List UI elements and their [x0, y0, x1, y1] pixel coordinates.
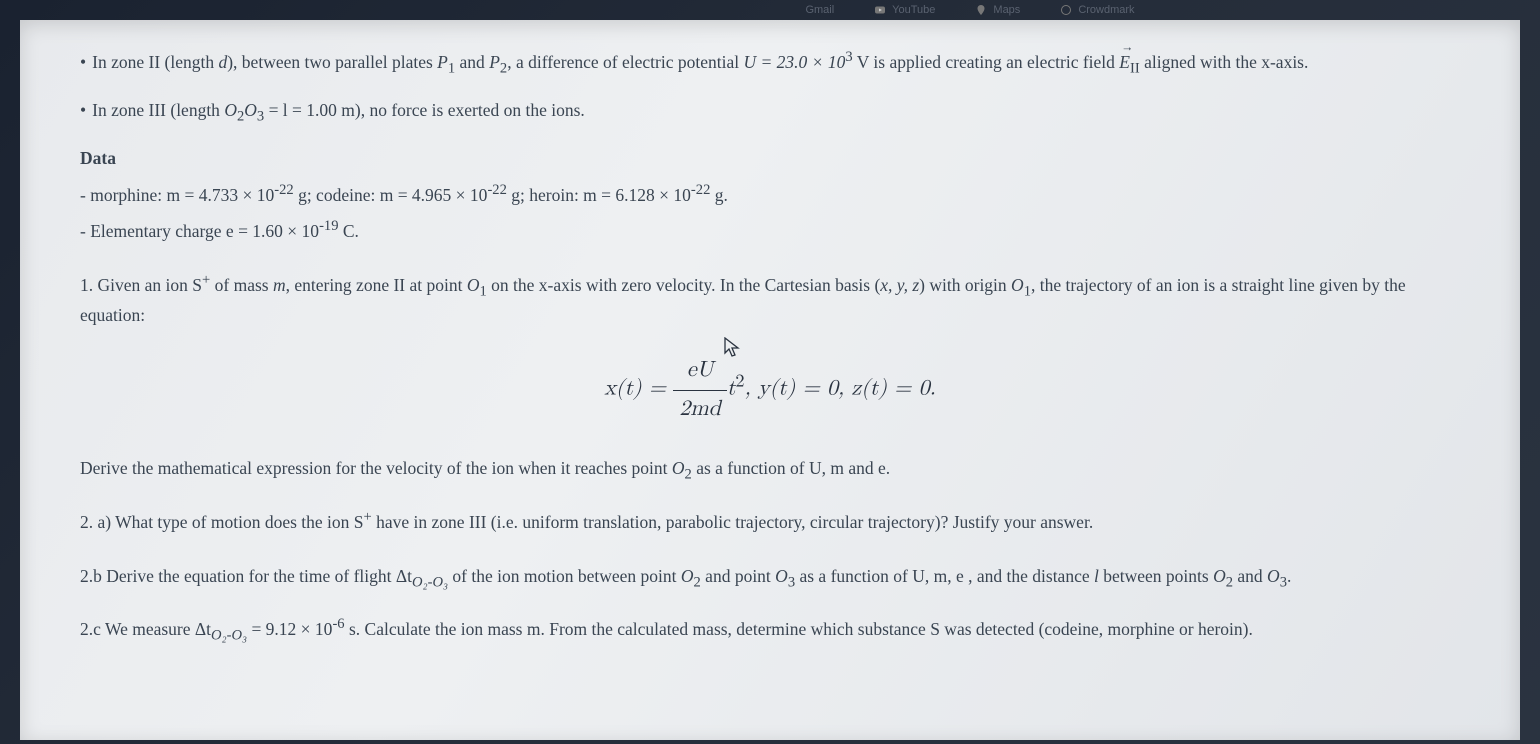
- youtube-icon: [874, 4, 886, 16]
- question-1: 1. Given an ion S+ of mass m, entering z…: [80, 271, 1460, 331]
- bookmark-label: YouTube: [892, 4, 935, 16]
- masses-line: - morphine: m = 4.733 × 10-22 g; codeine…: [80, 181, 1460, 211]
- question-2b: 2.b Derive the equation for the time of …: [80, 562, 1460, 592]
- trajectory-equation: x(t) = eU2mdt2, y(t) = 0, z(t) = 0.: [80, 352, 1460, 428]
- bookmark-youtube[interactable]: YouTube: [874, 4, 935, 16]
- bookmark-label: Maps: [993, 4, 1020, 16]
- bookmark-gmail[interactable]: Gmail: [805, 4, 834, 16]
- bookmark-label: Crowdmark: [1078, 4, 1134, 16]
- bookmark-label: Gmail: [805, 4, 834, 16]
- document-page: •In zone II (length d), between two para…: [20, 20, 1520, 740]
- bookmarks-bar: Gmail YouTube Maps Crowdmark: [0, 0, 1540, 20]
- data-heading: Data: [80, 144, 1460, 174]
- bookmark-crowdmark[interactable]: Crowdmark: [1060, 4, 1134, 16]
- derive-prompt: Derive the mathematical expression for t…: [80, 454, 1460, 484]
- maps-icon: [975, 4, 987, 16]
- zone-iii-bullet: •In zone III (length O2O3 = l = 1.00 m),…: [80, 96, 1460, 126]
- charge-line: - Elementary charge e = 1.60 × 10-19 C.: [80, 217, 1460, 247]
- zone-ii-bullet: •In zone II (length d), between two para…: [80, 48, 1460, 78]
- bookmark-maps[interactable]: Maps: [975, 4, 1020, 16]
- question-2a: 2. a) What type of motion does the ion S…: [80, 508, 1460, 538]
- question-2c: 2.c We measure ΔtO₂-O₃ = 9.12 × 10-6 s. …: [80, 615, 1460, 645]
- crowdmark-icon: [1060, 4, 1072, 16]
